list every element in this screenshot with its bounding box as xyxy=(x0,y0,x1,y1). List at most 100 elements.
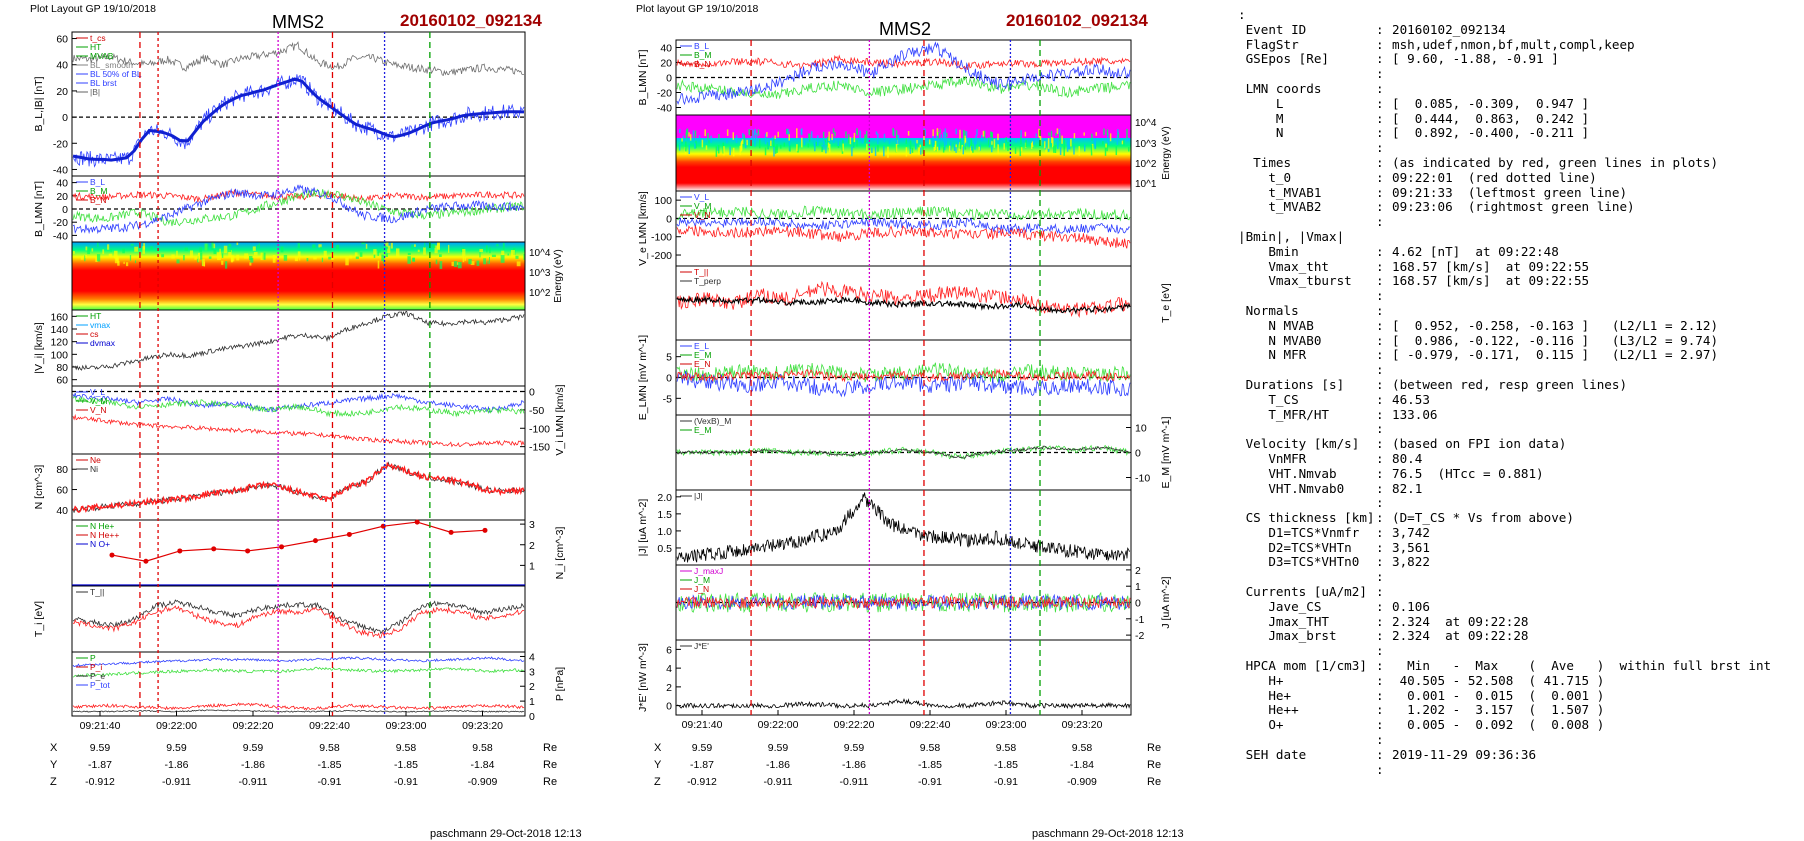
spectrogram-speck xyxy=(865,130,868,139)
spectrogram-speck xyxy=(710,135,712,143)
position-row-label: X xyxy=(50,742,58,754)
info-colon: : xyxy=(1376,688,1384,703)
y-tick-label: 1.5 xyxy=(657,509,672,521)
BL-line xyxy=(72,184,525,235)
spectrogram-speck xyxy=(968,137,970,147)
info-value: 3,561 xyxy=(1392,540,1430,555)
spectrogram-speck xyxy=(294,256,299,262)
spectrogram-speck xyxy=(1083,144,1086,152)
spectrogram-speck xyxy=(974,141,976,150)
x-tick-label: 09:22:00 xyxy=(156,720,197,732)
middle-footer: paschmann 29-Oct-2018 12:13 xyxy=(1032,828,1184,840)
info-colon: : xyxy=(1376,762,1384,777)
info-value: [ 0.444, 0.863, 0.242 ] xyxy=(1392,111,1590,126)
info-colon: : xyxy=(1376,733,1384,748)
info-row: t_0:09:22:01 (red dotted line) xyxy=(1238,171,1804,186)
spectrogram-speck xyxy=(213,249,217,255)
info-key: VHT.Nmvab xyxy=(1238,466,1337,481)
info-value: 133.06 xyxy=(1392,407,1438,422)
y-tick-label: 80 xyxy=(56,362,68,374)
info-colon: : xyxy=(1376,274,1384,289)
info-colon: : xyxy=(1376,215,1384,230)
legend-entry: V_N xyxy=(694,210,711,220)
spectrogram-speck xyxy=(439,261,443,269)
spectrogram-speck xyxy=(424,242,426,248)
spectrogram-speck xyxy=(932,129,934,137)
spectrogram-speck xyxy=(943,140,946,151)
spectrogram-speck xyxy=(253,251,258,256)
spectrogram-speck xyxy=(462,249,466,256)
spectrogram-speck xyxy=(755,132,758,139)
spectrogram-speck xyxy=(212,243,216,249)
info-value: Min - Max ( Ave ) within full brst int xyxy=(1392,659,1772,674)
legend-entry: V_L xyxy=(90,387,105,397)
spectrogram-speck xyxy=(842,140,844,146)
spectrogram-speck xyxy=(1003,143,1005,150)
spectrogram-speck xyxy=(940,134,943,141)
info-row: Jmax_THT:2.324 at 09:22:28 xyxy=(1238,615,1804,630)
spectrogram-speck xyxy=(500,255,505,263)
info-key: M xyxy=(1238,111,1284,126)
spectrogram-speck xyxy=(847,134,850,144)
spectrogram-speck xyxy=(91,248,94,252)
info-colon: : xyxy=(1376,525,1384,540)
spectrogram-speck xyxy=(808,133,811,142)
info-value: 20160102_092134 xyxy=(1392,22,1506,37)
y-tick-label: 10^1 xyxy=(1135,179,1157,190)
position-value: -0.911 xyxy=(239,776,268,788)
legend-entry: N He+ xyxy=(90,521,114,531)
info-colon: : xyxy=(1376,81,1384,96)
info-key: N MVAB xyxy=(1238,318,1314,333)
spectrogram-speck xyxy=(436,243,440,249)
position-unit: Re xyxy=(543,759,557,771)
info-row: : xyxy=(1238,215,1804,230)
spectrogram-speck xyxy=(451,261,454,267)
spectrogram-speck xyxy=(470,261,475,266)
spectrogram-speck xyxy=(373,254,376,258)
position-value: -0.912 xyxy=(687,776,717,788)
spectrogram-speck xyxy=(832,128,835,134)
spectrogram-speck xyxy=(982,130,985,137)
spectrogram-speck xyxy=(739,145,742,156)
spectrogram-speck xyxy=(510,250,515,257)
info-colon: : xyxy=(1376,67,1384,82)
spectrogram-speck xyxy=(998,138,1001,145)
y-tick-label: 10^3 xyxy=(529,268,551,279)
spectrogram-speck xyxy=(942,147,945,153)
spectrogram-speck xyxy=(223,245,228,254)
spectrogram-speck xyxy=(758,139,761,149)
position-row-label: Y xyxy=(50,759,58,771)
info-key: SEH date xyxy=(1238,747,1307,762)
spectrogram-speck xyxy=(502,242,505,250)
info-value: (based on FPI ion data) xyxy=(1392,437,1567,452)
y-tick-label: 0 xyxy=(666,373,672,385)
VM-line xyxy=(72,395,525,418)
spectrogram-speck xyxy=(1038,128,1040,138)
spectrogram-speck xyxy=(1066,141,1069,152)
spectrogram-speck xyxy=(434,245,438,254)
info-colon: : xyxy=(1376,496,1384,511)
info-row: |Bmin|, |Vmax| xyxy=(1238,230,1804,245)
spectrogram-speck xyxy=(803,141,806,146)
spectrogram-speck xyxy=(85,246,88,251)
legend-entry: T_|| xyxy=(90,587,104,597)
spectrogram-speck xyxy=(236,254,240,261)
position-value: -0.909 xyxy=(468,776,498,788)
spectrogram-speck xyxy=(964,130,966,140)
spectrogram-speck xyxy=(770,140,772,147)
position-value: -0.911 xyxy=(764,776,793,788)
spectrogram-speck xyxy=(489,247,491,254)
info-colon: : xyxy=(1376,481,1384,496)
spectrogram-speck xyxy=(194,257,197,260)
spectrogram-speck xyxy=(976,129,978,136)
info-row: O+: 0.005 - 0.092 ( 0.008 ) xyxy=(1238,718,1804,733)
y-tick-label: 2 xyxy=(666,682,672,694)
spectrogram-speck xyxy=(462,255,465,263)
position-value: 9.59 xyxy=(90,742,111,754)
spectrogram-speck xyxy=(871,147,873,154)
panel-frame xyxy=(71,651,526,717)
info-value: 46.53 xyxy=(1392,392,1430,407)
spectrogram-speck xyxy=(964,135,966,147)
y-tick-label: 0 xyxy=(529,711,535,723)
legend-entry: BL 50% of BL xyxy=(90,69,142,79)
